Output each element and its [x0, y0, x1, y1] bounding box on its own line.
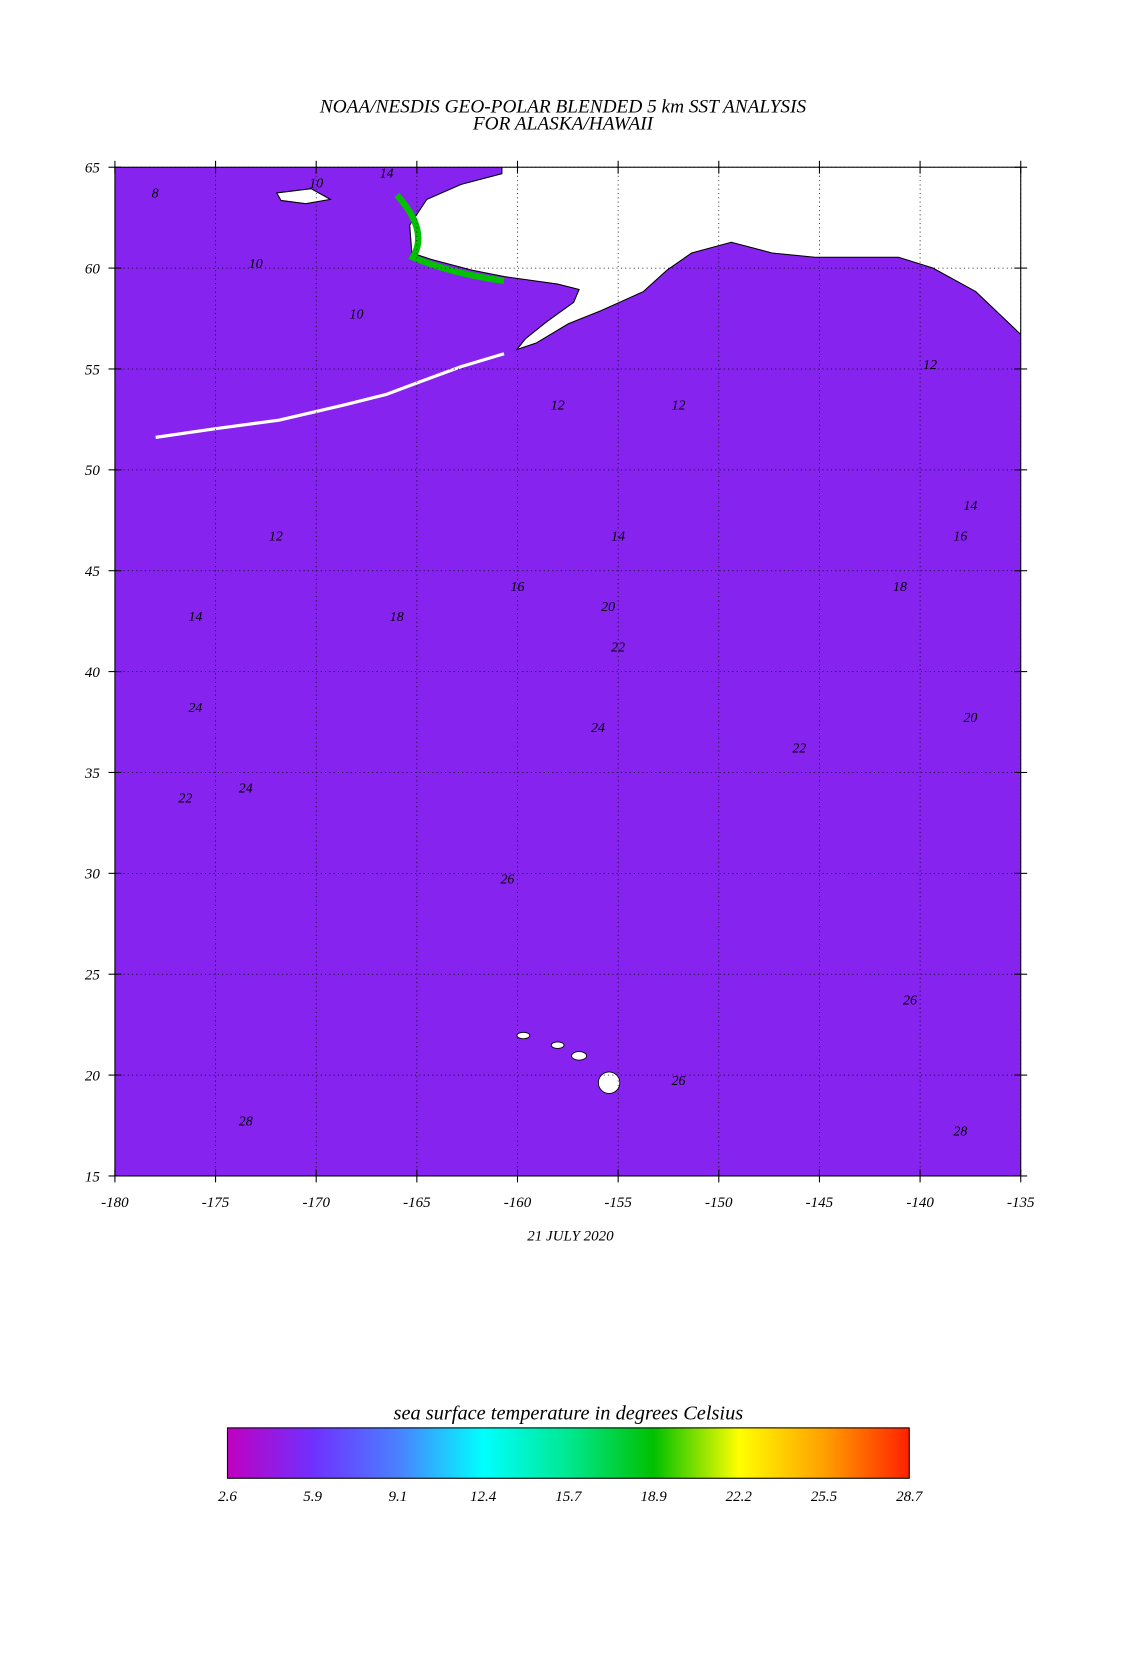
y-tick-label: 20 [85, 1068, 101, 1084]
coastal-water [394, 192, 505, 285]
contour-label: 12 [551, 398, 565, 413]
subtitle: FOR ALASKA/HAWAII [472, 114, 655, 135]
contour-label: 12 [923, 358, 937, 373]
x-tick-label: -155 [604, 1195, 632, 1211]
contour-label: 20 [601, 600, 615, 615]
contour-label: 10 [249, 257, 263, 272]
y-tick-label: 55 [85, 362, 101, 378]
contour-label: 20 [963, 711, 977, 726]
colorbar-tick-label: 25.5 [811, 1489, 838, 1505]
colorbar-tick-label: 22.2 [726, 1489, 753, 1505]
date: 21 JULY 2020 [527, 1228, 614, 1244]
contour-label: 22 [792, 741, 806, 756]
contour-label: 26 [672, 1074, 686, 1089]
contour-label: 26 [903, 993, 917, 1008]
colorbar-tick-label: 2.6 [218, 1489, 237, 1505]
y-tick-label: 35 [84, 766, 101, 782]
y-tick-label: 40 [85, 665, 101, 681]
contour-label: 14 [611, 529, 625, 544]
contour-label: 14 [380, 166, 394, 181]
contour-label: 12 [672, 398, 686, 413]
y-tick-label: 30 [84, 867, 101, 883]
x-tick-label: -175 [202, 1195, 230, 1211]
y-tick-label: 60 [85, 261, 101, 277]
x-tick-label: -170 [302, 1195, 330, 1211]
contour-label: 28 [953, 1125, 967, 1140]
y-tick-label: 25 [85, 968, 101, 984]
colorbar-tick-label: 15.7 [555, 1489, 583, 1505]
contour-label: 18 [893, 580, 907, 595]
x-tick-label: -135 [1007, 1195, 1035, 1211]
contour-label: 10 [309, 176, 323, 191]
contour-label: 16 [953, 529, 967, 544]
colorbar-tick-label: 12.4 [470, 1489, 497, 1505]
colorbar [226, 1427, 910, 1479]
y-tick-label: 50 [85, 463, 101, 479]
axes: 8 10 10 10 12 12 14 14 12 12 14 14 16 16 18 18 20 20 22 22 2… [84, 161, 1035, 1211]
hawaii [516, 1031, 621, 1094]
contour-label: 14 [188, 610, 202, 625]
x-tick-label: -145 [806, 1195, 834, 1211]
contour-label: 24 [188, 701, 202, 716]
title: NOAA/NESDIS GEO-POLAR BLENDED 5 km SST A… [319, 97, 807, 118]
y-tick-label: 15 [85, 1169, 101, 1185]
colorbar-tick-label: 5.9 [303, 1489, 322, 1505]
colorbar-tick-label: 18.9 [640, 1489, 667, 1505]
contour-label: 14 [963, 499, 977, 514]
colorbar-label: sea surface temperature in degrees Celsi… [394, 1402, 744, 1424]
colorbar-tick-label: 9.1 [389, 1489, 408, 1505]
contour-label: 26 [500, 872, 514, 887]
contour-label: 28 [239, 1115, 253, 1130]
contour-label: 12 [269, 529, 283, 544]
contour-label: 18 [390, 610, 404, 625]
colorbar-ticks: 2.6 5.9 9.1 12.4 15.7 18.9 22.2 25.5 28.7 [218, 1489, 924, 1505]
contour-label: 24 [591, 721, 605, 736]
contour-label: 8 [152, 186, 159, 201]
x-tick-label: -150 [705, 1195, 733, 1211]
alaska-mainland [409, 167, 1021, 351]
st-lawrence-island [275, 188, 332, 205]
contour-label: 22 [611, 640, 625, 655]
colorbar-tick-label: 28.7 [896, 1489, 924, 1505]
contour-label: 24 [239, 782, 253, 797]
x-tick-label: -180 [101, 1195, 129, 1211]
contour-label: 16 [511, 580, 525, 595]
x-tick-label: -160 [504, 1195, 532, 1211]
land [155, 167, 1021, 1094]
y-tick-label: 45 [85, 564, 101, 580]
contour-label: 10 [350, 308, 364, 323]
x-tick-label: -165 [403, 1195, 431, 1211]
contour-label: 22 [178, 792, 192, 807]
x-tick-label: -140 [906, 1195, 934, 1211]
y-tick-label: 65 [85, 161, 101, 177]
